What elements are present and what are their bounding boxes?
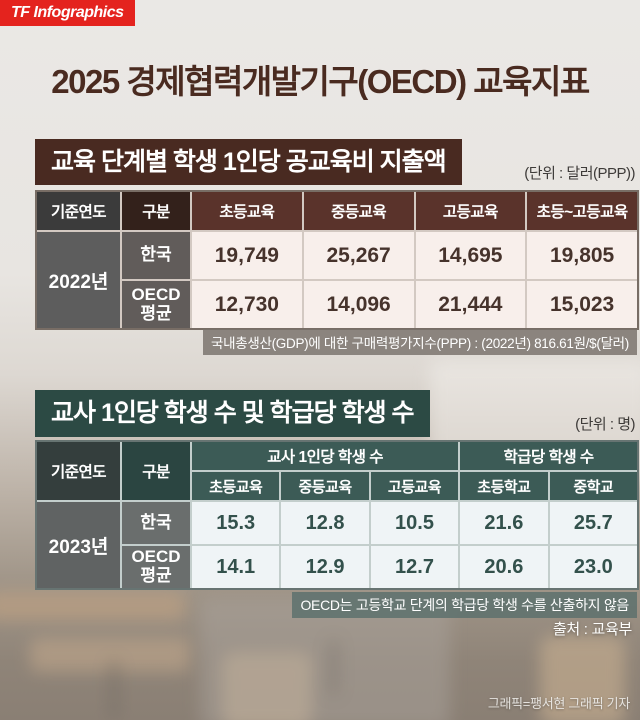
background-desk-shape	[0, 592, 185, 620]
table-cell-value: 12,730	[192, 281, 302, 328]
table-cell-value: 12.9	[281, 546, 369, 588]
page-title: 2025 경제협력개발기구(OECD) 교육지표	[51, 63, 590, 100]
table1-header-elementary: 초등교육	[192, 192, 302, 230]
table1-row-label-oecd: OECD 평균	[122, 281, 190, 328]
table-cell-value: 10.5	[370, 502, 459, 544]
table-cell-value: 25,267	[303, 232, 414, 279]
table1-header-secondary: 중등교육	[303, 192, 414, 230]
table2-subheader-tertiary: 고등교육	[370, 472, 459, 500]
table-cell-value: 21.6	[460, 502, 548, 544]
spending-table: 기준연도 구분 초등교육 중등교육 고등교육 초등~고등교육 2022년 한국 …	[35, 190, 639, 330]
tf-infographics-logo: TF Infographics	[0, 0, 135, 26]
table-cell-value: 15,023	[527, 281, 637, 328]
table-cell-value: 21,444	[415, 281, 526, 328]
table1-header-category: 구분	[122, 192, 190, 230]
table-cell-value: 23.0	[549, 546, 637, 588]
table1-row-label-korea: 한국	[122, 232, 190, 279]
table2-row-label-korea: 한국	[122, 502, 190, 544]
background-chair-shape	[540, 636, 625, 720]
table2-subheader-middle-school: 중학교	[549, 472, 637, 500]
table2-header-base-year: 기준연도	[37, 442, 120, 500]
table2-header-category: 구분	[122, 442, 190, 500]
table2-group-students-per-class: 학급당 학생 수	[460, 442, 637, 470]
table1-header-tertiary: 고등교육	[415, 192, 526, 230]
background-desk-leg-shape	[110, 660, 118, 720]
table1-header-elementary-to-tertiary: 초등~고등교육	[527, 192, 637, 230]
table2-subheader-elementary-school: 초등학교	[460, 472, 548, 500]
table2-footnote: OECD는 고등학교 단계의 학급당 학생 수를 산출하지 않음	[292, 592, 637, 618]
table-cell-value: 15.3	[192, 502, 280, 544]
section1-heading: 교육 단계별 학생 1인당 공교육비 지출액	[35, 139, 462, 185]
background-desk-leg-shape	[330, 640, 337, 695]
table1-footnote: 국내총생산(GDP)에 대한 구매력평가지수(PPP) : (2022년) 81…	[203, 329, 637, 355]
table2-row-label-oecd: OECD 평균	[122, 546, 190, 588]
table-cell-value: 12.8	[281, 502, 369, 544]
source-label: 출처 : 교육부	[552, 621, 632, 638]
section2-unit-label: (단위 : 명)	[575, 416, 635, 433]
section2-heading: 교사 1인당 학생 수 및 학급당 학생 수	[35, 390, 430, 437]
table-cell-value: 20.6	[460, 546, 548, 588]
table1-year-cell: 2022년	[37, 232, 120, 328]
students-per-teacher-table: 기준연도 구분 교사 1인당 학생 수 학급당 학생 수 초등교육 중등교육 고…	[35, 440, 639, 590]
section1-unit-label: (단위 : 달러(PPP))	[524, 165, 635, 182]
table-cell-value: 14,695	[415, 232, 526, 279]
table1-header-base-year: 기준연도	[37, 192, 120, 230]
graphic-credit: 그래픽=팽서현 그래픽 기자	[487, 696, 630, 711]
table-cell-value: 19,749	[192, 232, 302, 279]
table-cell-value: 19,805	[527, 232, 637, 279]
table-cell-value: 14,096	[303, 281, 414, 328]
background-floor-shape	[200, 598, 450, 720]
table-cell-value: 25.7	[549, 502, 637, 544]
table2-year-cell: 2023년	[37, 502, 120, 588]
table-cell-value: 14.1	[192, 546, 280, 588]
table2-group-students-per-teacher: 교사 1인당 학생 수	[192, 442, 459, 470]
table-cell-value: 12.7	[370, 546, 459, 588]
table2-subheader-elementary: 초등교육	[192, 472, 280, 500]
table2-subheader-secondary: 중등교육	[281, 472, 369, 500]
